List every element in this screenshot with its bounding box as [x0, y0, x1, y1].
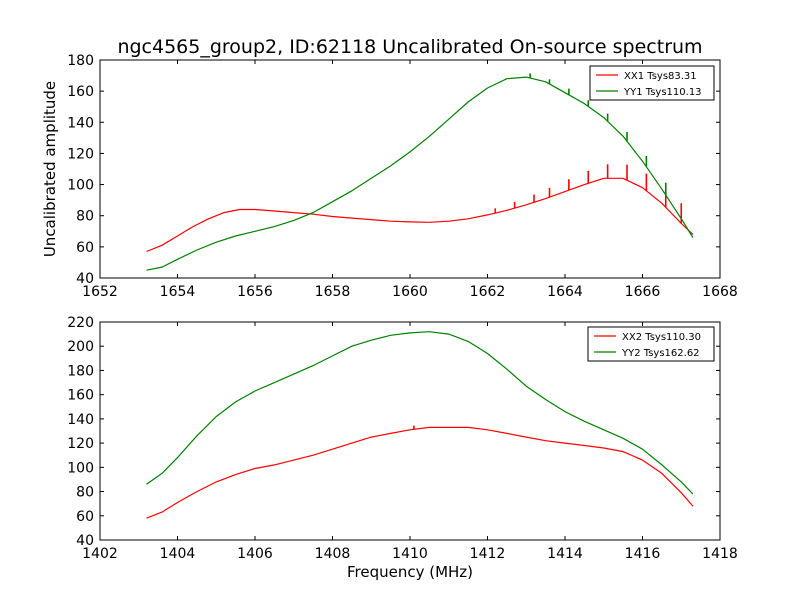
x-tick-label: 1660 [392, 284, 428, 300]
y-tick-label: 120 [67, 146, 94, 162]
x-tick-label: 1666 [625, 284, 661, 300]
x-tick-label: 1406 [237, 546, 273, 562]
y-tick-label: 40 [76, 271, 94, 287]
x-tick-label: 1416 [625, 546, 661, 562]
x-tick-label: 1664 [547, 284, 583, 300]
legend-box [587, 326, 715, 362]
x-tick-label: 1412 [470, 546, 506, 562]
y-tick-label: 80 [76, 209, 94, 225]
x-tick-label: 1418 [702, 546, 738, 562]
y-tick-label: 160 [67, 84, 94, 100]
y-tick-label: 120 [67, 436, 94, 452]
series-line-xx1 [146, 177, 694, 253]
x-tick-label: 1662 [470, 284, 506, 300]
x-tick-label: 1652 [82, 284, 118, 300]
y-tick-label: 100 [67, 178, 94, 194]
legend-entry: XX2 Tsys110.30 [622, 332, 701, 343]
x-tick-label: 1408 [315, 546, 351, 562]
y-tick-label: 200 [67, 339, 94, 355]
x-axis-label: Frequency (MHz) [347, 563, 473, 581]
legend-entry: YY2 Tsys162.62 [621, 348, 700, 359]
legend-entry: XX1 Tsys83.31 [624, 71, 697, 82]
x-tick-label: 1414 [547, 546, 583, 562]
chart-title: ngc4565_group2, ID:62118 Uncalibrated On… [117, 36, 702, 58]
y-tick-label: 60 [76, 509, 94, 525]
y-tick-label: 80 [76, 485, 94, 501]
x-tick-label: 1654 [160, 284, 196, 300]
bottom-panel-spectrum: 1402 1404 1406 1408 1410 1412 1414 1416 1418 40 60… [67, 315, 738, 562]
series-line-xx2 [146, 426, 694, 519]
y-tick-label: 160 [67, 388, 94, 404]
x-tick-label: 1668 [702, 284, 738, 300]
y-tick-label: 220 [67, 315, 94, 331]
y-tick-label: 60 [76, 240, 94, 256]
x-tick-label: 1402 [82, 546, 118, 562]
x-tick-label: 1658 [315, 284, 351, 300]
top-panel-spectrum: 1652 1654 1656 1658 1660 1662 1664 1666 1668 40 60… [67, 53, 738, 300]
y-tick-label: 140 [67, 115, 94, 131]
y-tick-label: 180 [67, 363, 94, 379]
y-tick-label: 180 [67, 53, 94, 69]
y-tick-label: 100 [67, 460, 94, 476]
y-tick-label: 40 [76, 533, 94, 549]
x-tick-label: 1656 [237, 284, 273, 300]
x-tick-label: 1410 [392, 546, 428, 562]
series-line-yy2 [146, 331, 694, 495]
legend-box [589, 65, 715, 101]
y-axis-label: Uncalibrated amplitude [41, 81, 59, 257]
y-tick-label: 140 [67, 412, 94, 428]
legend-entry: YY1 Tsys110.13 [623, 87, 702, 98]
x-tick-label: 1404 [160, 546, 196, 562]
